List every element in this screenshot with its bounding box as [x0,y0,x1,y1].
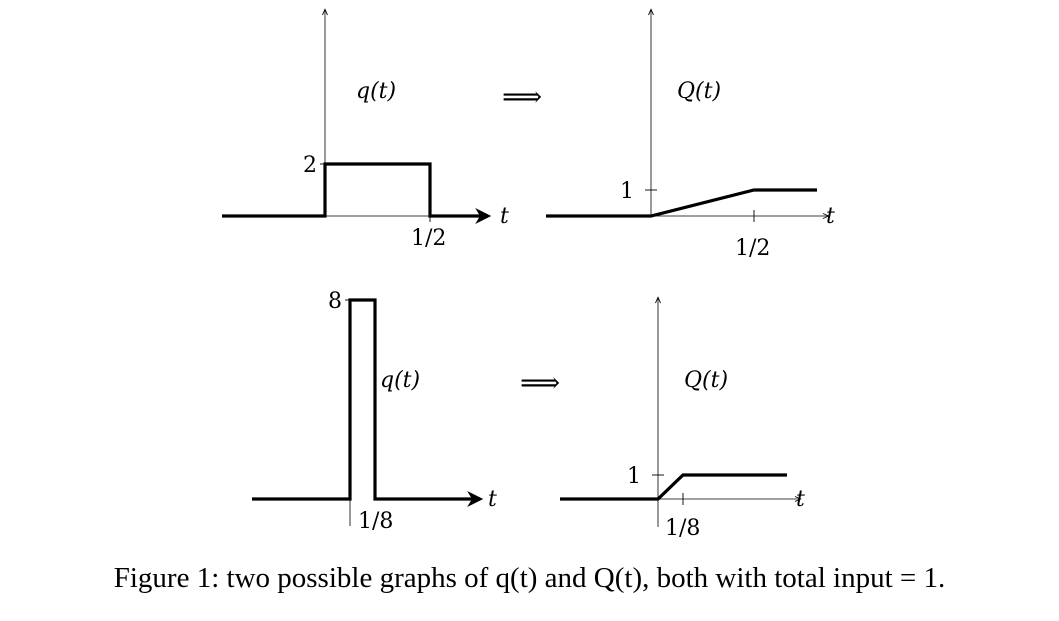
figure-caption: Figure 1: two possible graphs of q(t) an… [113,562,946,594]
y-tick-label: 1 [627,464,641,489]
x-tick-label: 1/2 [735,236,770,261]
axis-label-t: t [500,204,509,229]
panel-bottom-left-q: q(t) 8 1/8 t [252,289,497,534]
y-tick-label: 1 [620,179,634,204]
q-curve-spike [252,298,484,507]
function-label-Q: Q(t) [677,79,721,104]
axis-label-t: t [488,487,497,512]
axis-label-t: t [826,204,835,229]
function-label-q: q(t) [356,79,396,104]
y-tick-label: 8 [328,289,342,314]
q-curve-rectangle [222,162,492,224]
implies-arrow-bottom: ⟹ [520,366,560,399]
function-label-Q: Q(t) [684,368,728,393]
x-tick-label: 1/2 [411,226,446,251]
function-label-q: q(t) [380,368,420,393]
Q-curve-ramp [546,188,817,218]
x-tick-label: 1/8 [358,509,393,534]
implies-arrow-top: ⟹ [502,80,542,113]
panel-bottom-right-Q: Q(t) 1 1/8 t [560,298,805,541]
x-tick-label: 1/8 [665,516,700,541]
panel-top-left-q: q(t) 2 1/2 t [222,10,509,251]
panel-top-right-Q: Q(t) 1 1/2 t [546,10,835,261]
y-tick-label: 2 [303,153,317,178]
axis-label-t: t [796,487,805,512]
Q-curve-ramp [560,473,787,501]
